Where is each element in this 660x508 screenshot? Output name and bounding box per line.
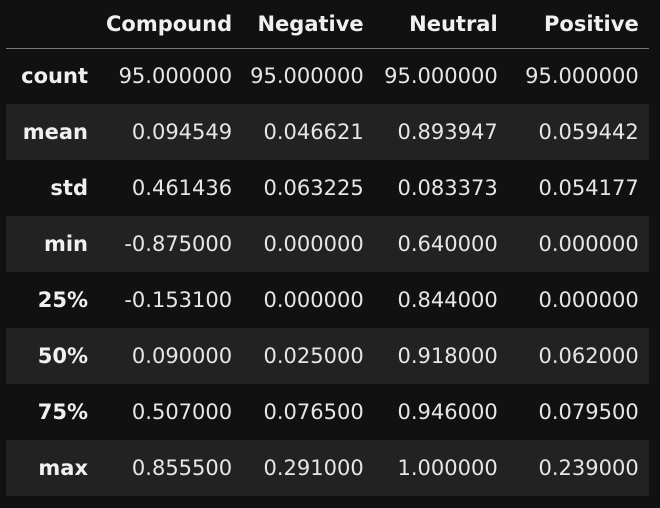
row-label: 50% xyxy=(37,344,88,368)
row-label: 25% xyxy=(37,288,88,312)
table-cell: 0.094549 xyxy=(131,120,233,144)
table-body: count 95.000000 95.000000 95.000000 95.0… xyxy=(6,48,649,496)
table-cell: 0.046621 xyxy=(263,120,364,144)
table-cell: 0.000000 xyxy=(538,288,639,312)
dataframe-describe-table: Compound Negative Neutral Positive count… xyxy=(6,0,649,496)
row-label: std xyxy=(50,176,88,200)
row-label: 75% xyxy=(37,400,88,424)
column-header-neutral: Neutral xyxy=(373,0,508,49)
table-cell: 0.461436 xyxy=(131,176,233,200)
table-cell: 0.090000 xyxy=(131,344,233,368)
table-cell: 0.291000 xyxy=(263,456,364,480)
table-cell: -0.153100 xyxy=(124,288,233,312)
table-cell: 1.000000 xyxy=(397,456,498,480)
table-cell: 0.083373 xyxy=(397,176,498,200)
table-cell: 95.000000 xyxy=(384,64,498,89)
index-header xyxy=(6,0,98,49)
header-row: Compound Negative Neutral Positive xyxy=(6,0,649,49)
table-cell: 0.079500 xyxy=(538,400,639,424)
table-row: std 0.461436 0.063225 0.083373 0.054177 xyxy=(6,160,649,216)
table-row: max 0.855500 0.291000 1.000000 0.239000 xyxy=(6,440,649,496)
table-cell: 0.239000 xyxy=(538,456,639,480)
table-cell: 95.000000 xyxy=(118,64,233,89)
table-cell: 0.062000 xyxy=(538,344,639,368)
table-cell: -0.875000 xyxy=(124,232,233,256)
table-row: mean 0.094549 0.046621 0.893947 0.059442 xyxy=(6,104,649,160)
table-row: count 95.000000 95.000000 95.000000 95.0… xyxy=(6,48,649,104)
table-row: 25% -0.153100 0.000000 0.844000 0.000000 xyxy=(6,272,649,328)
table-cell: 0.893947 xyxy=(397,120,498,144)
table-cell: 95.000000 xyxy=(250,64,364,89)
table-header: Compound Negative Neutral Positive xyxy=(6,0,649,49)
table-cell: 0.063225 xyxy=(263,176,364,200)
column-header-positive: Positive xyxy=(507,0,649,49)
table-cell: 95.000000 xyxy=(525,64,639,89)
row-label: mean xyxy=(22,120,88,144)
table-cell: 0.507000 xyxy=(131,400,233,424)
table-cell: 0.000000 xyxy=(538,232,639,256)
table-row: min -0.875000 0.000000 0.640000 0.000000 xyxy=(6,216,649,272)
table-cell: 0.076500 xyxy=(263,400,364,424)
column-header-compound: Compound xyxy=(98,0,243,49)
table-cell: 0.946000 xyxy=(397,400,498,424)
column-header-negative: Negative xyxy=(242,0,374,49)
table-row: 75% 0.507000 0.076500 0.946000 0.079500 xyxy=(6,384,649,440)
table-cell: 0.844000 xyxy=(397,288,498,312)
row-label: count xyxy=(21,64,88,89)
table-cell: 0.000000 xyxy=(263,232,364,256)
table-cell: 0.640000 xyxy=(397,232,498,256)
table-cell: 0.918000 xyxy=(397,344,498,368)
table-cell: 0.059442 xyxy=(538,120,639,144)
table-row: 50% 0.090000 0.025000 0.918000 0.062000 xyxy=(6,328,649,384)
table-cell: 0.855500 xyxy=(131,456,233,480)
row-label: min xyxy=(43,232,88,256)
table-cell: 0.054177 xyxy=(538,176,639,200)
row-label: max xyxy=(38,456,88,480)
table-cell: 0.025000 xyxy=(263,344,364,368)
table-cell: 0.000000 xyxy=(263,288,364,312)
